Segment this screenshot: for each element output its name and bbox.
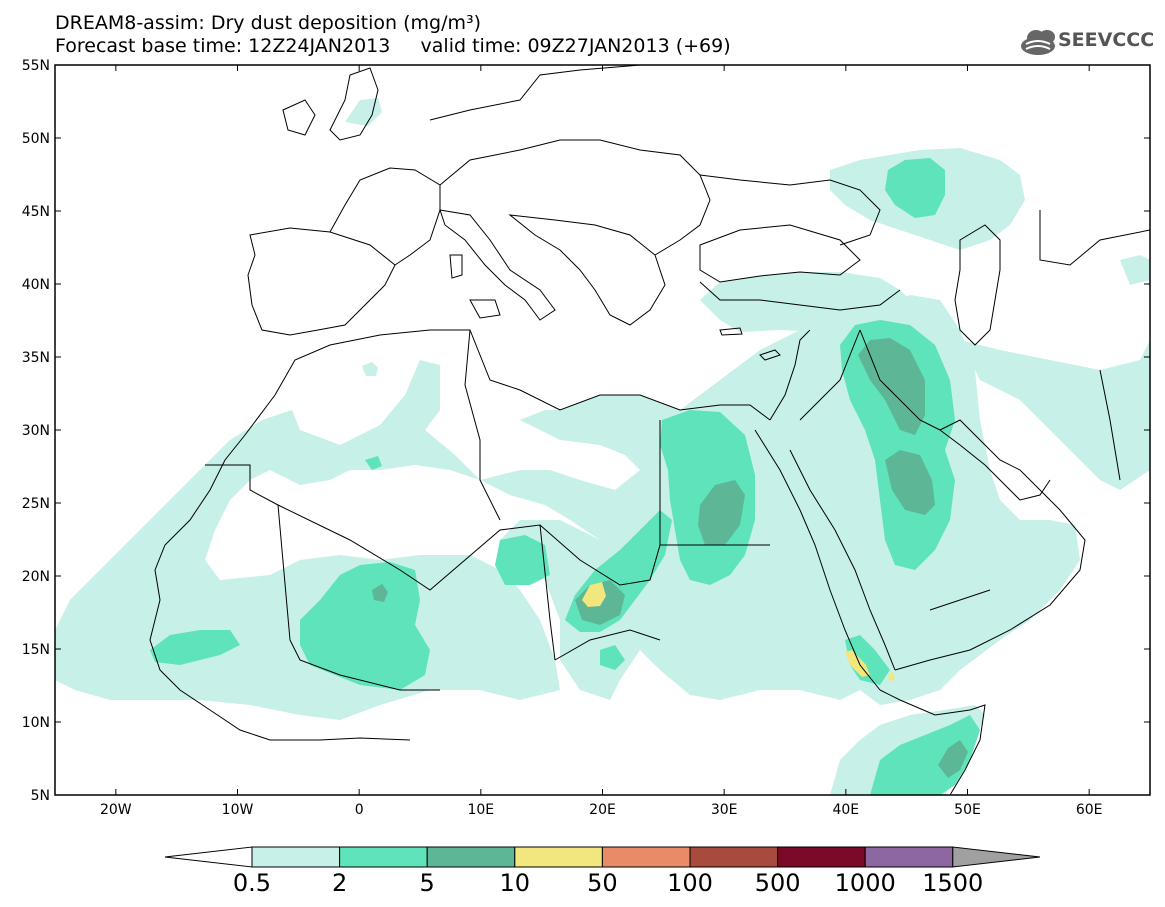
colorbar-box	[864, 846, 954, 868]
lon-tick-label: 40E	[832, 802, 859, 818]
lon-tick-label: 50E	[954, 802, 981, 818]
coastlines-borders	[149, 64, 1151, 796]
lon-tick-label: 30E	[711, 802, 738, 818]
colorbar-label: 1500	[922, 869, 983, 897]
lat-tick-label: 45N	[22, 204, 50, 220]
lat-tick-label: 25N	[22, 496, 50, 512]
colorbar-label: 10	[500, 869, 531, 897]
colorbar-box	[689, 846, 779, 868]
lon-tick-label: 60E	[1076, 802, 1103, 818]
lon-tick-label: 10W	[222, 802, 254, 818]
forecast-time-subtitle: Forecast base time: 12Z24JAN2013 valid t…	[55, 35, 731, 57]
longitude-axis: 20W 10W 0 10E 20E 30E 40E 50E 60E	[100, 65, 1103, 818]
lat-tick-label: 40N	[22, 277, 50, 293]
lon-tick-label: 20E	[589, 802, 616, 818]
colorbar-box	[514, 846, 603, 868]
colorbar-box	[426, 846, 516, 868]
lon-tick-label: 10E	[467, 802, 494, 818]
latitude-axis: 55N 50N 45N 40N 35N 30N 25N 20N 15N 10N 5N	[22, 58, 1150, 804]
colorbar-box	[601, 846, 691, 868]
colorbar-label: 0.5	[233, 869, 271, 897]
lat-tick-label: 10N	[22, 715, 50, 731]
lat-tick-label: 20N	[22, 569, 50, 585]
lat-tick-label: 15N	[22, 642, 50, 658]
colorbar-box	[777, 846, 866, 868]
lat-tick-label: 5N	[31, 788, 50, 804]
colorbar-label: 2	[332, 869, 347, 897]
colorbar-label: 100	[667, 869, 713, 897]
colorbar-box	[251, 846, 341, 868]
logo-text: SEEVCCC	[1058, 29, 1155, 51]
lon-tick-label: 0	[355, 802, 364, 818]
lat-tick-label: 50N	[22, 131, 50, 147]
colorbar-label: 50	[587, 869, 618, 897]
colorbar-label: 1000	[835, 869, 896, 897]
seevccc-cloud-logo-icon	[1021, 30, 1055, 55]
colorbar-label: 500	[755, 869, 801, 897]
map-title: DREAM8-assim: Dry dust deposition (mg/m³…	[55, 12, 482, 34]
colorbar-under-triangle	[164, 846, 253, 868]
lon-tick-label: 20W	[100, 802, 132, 818]
colorbar-over-triangle	[952, 846, 1041, 868]
colorbar-legend: 0.5 2 5 10 50 100 500 1000 1500	[164, 846, 1041, 897]
colorbar-box	[339, 846, 428, 868]
lat-tick-label: 30N	[22, 423, 50, 439]
lat-tick-label: 35N	[22, 350, 50, 366]
colorbar-label: 5	[420, 869, 435, 897]
lat-tick-label: 55N	[22, 58, 50, 74]
